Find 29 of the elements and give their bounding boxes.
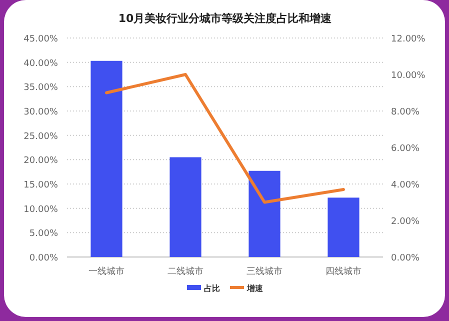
y-tick-label: 5.00% — [29, 229, 58, 240]
x-tick-label: 三线城市 — [246, 266, 282, 277]
y2-tick-label: 2.00% — [391, 217, 420, 227]
y-tick-label: 30.00% — [24, 108, 58, 118]
y2-tick-label: 10.00% — [391, 71, 426, 81]
bar — [170, 157, 202, 257]
y-tick-label: 15.00% — [24, 180, 58, 190]
y-tick-label: 20.00% — [24, 156, 58, 166]
y-tick-label: 25.00% — [24, 132, 58, 142]
y2-tick-label: 0.00% — [391, 254, 420, 264]
y-tick-label: 40.00% — [24, 58, 58, 69]
y2-tick-label: 6.00% — [391, 144, 420, 154]
y2-tick-label: 12.00% — [391, 34, 426, 44]
chart-title: 10月美妆行业分城市等级关注度占比和增速 — [118, 12, 333, 25]
y-tick-label: 10.00% — [24, 204, 58, 215]
y-tick-label: 45.00% — [24, 34, 58, 44]
bar — [248, 170, 280, 257]
line-series — [105, 73, 345, 204]
y2-tick-label: 8.00% — [391, 108, 420, 118]
y-tick-label: 0.00% — [29, 254, 58, 264]
y2-tick-label: 4.00% — [391, 180, 420, 190]
bar — [328, 198, 360, 257]
legend-label: 增速 — [246, 284, 264, 293]
y-tick-label: 35.00% — [24, 83, 58, 94]
bar — [90, 60, 122, 257]
x-tick-label: 二线城市 — [168, 266, 204, 277]
legend-label: 占比 — [204, 284, 220, 293]
x-tick-label: 四线城市 — [326, 266, 362, 277]
x-tick-label: 一线城市 — [88, 266, 124, 277]
